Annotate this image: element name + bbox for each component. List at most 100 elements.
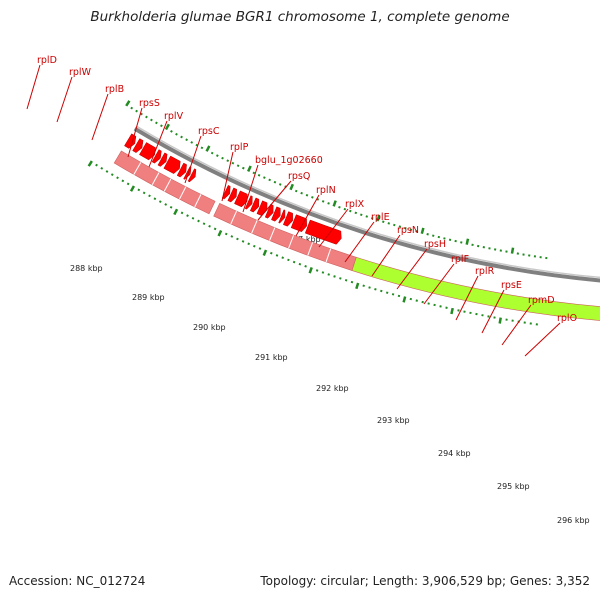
scale-tick — [186, 214, 189, 217]
band-divider — [133, 162, 142, 175]
scale-tick — [268, 178, 271, 182]
gene-arrow — [249, 197, 260, 213]
gene-label-rpsE[interactable]: rpsE — [501, 280, 522, 291]
scale-tick — [368, 286, 371, 289]
scale-tick — [121, 179, 125, 183]
kbp-label: 291 kbp — [255, 353, 288, 362]
gene-label-rpsC[interactable]: rpsC — [198, 126, 220, 137]
scale-tick — [374, 288, 377, 291]
scale-tick — [190, 141, 194, 144]
gene-callout-line — [26, 64, 41, 110]
gene-label-rplO[interactable]: rplO — [557, 313, 577, 324]
scale-tick — [305, 193, 309, 197]
scale-tick — [150, 118, 153, 122]
gene-label-rplV[interactable]: rplV — [164, 111, 184, 122]
gene-arrow — [163, 155, 181, 174]
scale-tick — [409, 297, 413, 301]
summary-text: Topology: circular; Length: 3,906,529 bp… — [260, 574, 590, 588]
gene-callout-line — [344, 221, 375, 263]
scale-tick — [270, 251, 273, 255]
band-divider — [251, 220, 258, 234]
gene-arrow — [278, 209, 286, 224]
scale-tick — [278, 183, 282, 186]
gene-callout-line — [455, 275, 479, 321]
gene-label-rpsQ[interactable]: rpsQ — [288, 171, 310, 182]
scale-tick — [426, 233, 429, 236]
scale-tick — [327, 202, 330, 205]
scale-tick — [333, 275, 336, 278]
scale-tick — [287, 258, 290, 262]
scale-tick — [191, 216, 195, 220]
gene-label-rplX[interactable]: rplX — [345, 199, 365, 210]
kbp-label: 292 kbp — [316, 384, 349, 393]
gene-label-rplB[interactable]: rplB — [105, 84, 124, 95]
gene-arrows — [124, 133, 342, 245]
scale-tick — [208, 224, 211, 228]
gene-label-rplR[interactable]: rplR — [475, 266, 495, 277]
gene-label-rplE[interactable]: rplE — [371, 212, 390, 223]
kbp-label: 295 kbp — [497, 482, 530, 491]
scale-tick — [145, 115, 148, 119]
gene-label-bglu_1g02660[interactable]: bglu_1g02660 — [255, 155, 323, 166]
scale-tick — [180, 211, 184, 215]
band-divider — [194, 194, 202, 208]
gene-label-rpsS[interactable]: rpsS — [139, 98, 160, 109]
gene-callout-line — [91, 93, 109, 141]
scale-tick — [195, 143, 199, 147]
gene-label-rpsH[interactable]: rpsH — [424, 239, 446, 250]
scale-tick — [350, 280, 354, 284]
gene-label-rpsN[interactable]: rpsN — [397, 225, 419, 236]
scale-tick — [298, 262, 302, 266]
scale-tick — [202, 222, 206, 225]
scale-tick — [262, 249, 268, 256]
scale-tick — [385, 291, 389, 294]
scale-tick — [170, 130, 173, 133]
gene-arrow — [176, 162, 187, 178]
gene-callout-line — [423, 263, 455, 305]
band-divider — [288, 234, 295, 249]
scale-tick — [213, 227, 217, 231]
scale-tick — [130, 106, 134, 110]
scale-tick — [247, 165, 252, 172]
scale-tick — [465, 238, 470, 245]
scale-tick — [510, 247, 515, 254]
scale-tick — [253, 244, 256, 248]
gene-label-rplP[interactable]: rplP — [230, 142, 249, 153]
scale-tick — [339, 277, 342, 280]
gene-label-rplF[interactable]: rplF — [451, 254, 469, 265]
scale-tick — [164, 123, 170, 131]
gene-callout-line — [396, 248, 428, 290]
scale-tick — [404, 226, 407, 230]
scale-tick — [409, 228, 413, 231]
scale-tick — [355, 282, 360, 290]
gene-label-rplD[interactable]: rplD — [37, 55, 57, 66]
scale-tick — [110, 173, 114, 176]
gene-label-rplW[interactable]: rplW — [69, 67, 92, 78]
scale-tick — [315, 269, 319, 272]
scale-tick — [402, 296, 407, 303]
band-divider — [178, 186, 187, 200]
scale-tick — [142, 191, 146, 195]
gene-labels: rplD rplW rplB rpsS rplV rpsC rplP bglu_1g02660… — [37, 55, 577, 324]
gene-callout-line — [221, 151, 234, 202]
kbp-label: 290 kbp — [193, 323, 226, 332]
scale-tick — [316, 198, 320, 201]
scale-tick — [398, 225, 402, 228]
scale-tick — [216, 154, 219, 157]
scale-tick — [100, 166, 104, 170]
scale-tick — [391, 293, 395, 296]
gene-label-rplN[interactable]: rplN — [316, 185, 336, 196]
scale-tick — [95, 163, 98, 167]
band-divider — [307, 242, 314, 256]
band-divider — [230, 210, 237, 225]
scale-tick — [125, 100, 131, 107]
scale-tick — [354, 211, 358, 215]
gene-callout-line — [242, 164, 259, 213]
kbp-label: 288 kbp — [70, 264, 103, 273]
scale-tick — [498, 317, 502, 324]
gene-label-rpmD[interactable]: rpmD — [528, 295, 555, 306]
scale-tick — [300, 191, 303, 195]
scale-tick — [257, 173, 261, 177]
gene-arrow — [290, 214, 307, 233]
